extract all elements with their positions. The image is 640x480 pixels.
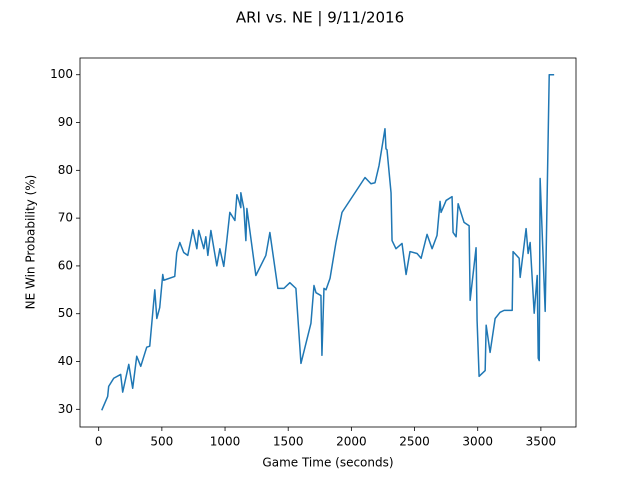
x-tick-label: 3500 xyxy=(526,435,557,449)
x-tick-label: 1500 xyxy=(273,435,304,449)
x-tick-label: 3000 xyxy=(462,435,493,449)
y-tick-label: 50 xyxy=(58,306,73,320)
line-series xyxy=(101,73,555,411)
y-tick-label: 80 xyxy=(58,163,73,177)
x-tick-label: 1000 xyxy=(210,435,241,449)
y-tick-label: 40 xyxy=(58,354,73,368)
y-tick-label: 100 xyxy=(50,67,73,81)
y-tick-label: 90 xyxy=(58,115,73,129)
chart-title: ARI vs. NE | 9/11/2016 xyxy=(236,9,404,27)
x-axis-label: Game Time (seconds) xyxy=(262,456,393,470)
y-tick-label: 30 xyxy=(58,402,73,416)
y-tick-label: 60 xyxy=(58,258,73,272)
y-axis-label: NE Win Probability (%) xyxy=(24,175,38,310)
plot-frame xyxy=(79,57,577,428)
x-tick-label: 2500 xyxy=(399,435,430,449)
x-tick-label: 0 xyxy=(95,435,103,449)
x-tick-label: 500 xyxy=(150,435,173,449)
y-tick-label: 70 xyxy=(58,211,73,225)
x-tick-label: 2000 xyxy=(336,435,367,449)
